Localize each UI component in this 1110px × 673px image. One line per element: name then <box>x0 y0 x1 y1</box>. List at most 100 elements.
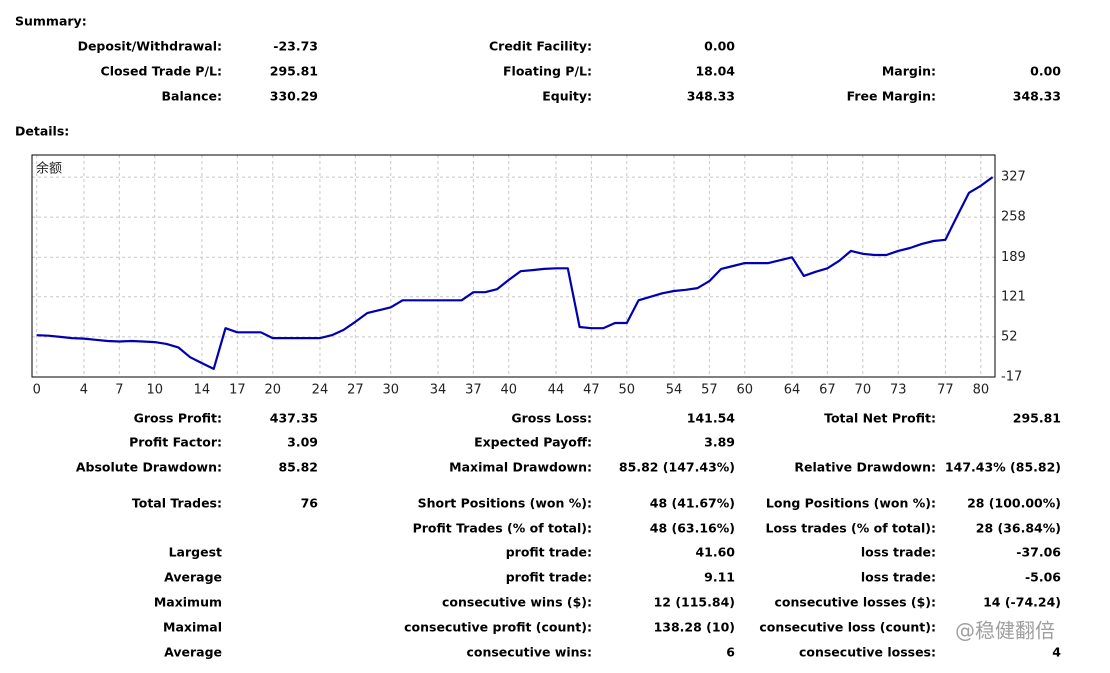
x-tick-label: 27 <box>347 383 364 398</box>
value: 348.33 <box>1013 89 1061 104</box>
label: consecutive profit (count): <box>404 620 592 635</box>
label: Maximal <box>163 620 222 635</box>
value: 9.11 <box>704 570 735 585</box>
details-title: Details: <box>15 124 69 139</box>
summary-title: Summary: <box>15 14 87 29</box>
x-tick-label: 54 <box>666 383 683 398</box>
x-tick-label: 50 <box>619 383 636 398</box>
label: Free Margin: <box>847 89 936 104</box>
label: Closed Trade P/L: <box>101 64 222 79</box>
y-tick-label: 258 <box>1001 210 1026 225</box>
chart-frame <box>31 154 996 378</box>
x-tick-label: 80 <box>973 383 990 398</box>
grid <box>32 155 995 378</box>
y-tick-label: -17 <box>1001 370 1022 385</box>
value: 48 (41.67%) <box>650 496 735 511</box>
x-tick-label: 0 <box>33 383 41 398</box>
value: 14 (-74.24) <box>983 595 1061 610</box>
label: Maximal Drawdown: <box>449 460 592 475</box>
x-tick-label: 20 <box>264 383 281 398</box>
x-tick-label: 30 <box>382 383 399 398</box>
label: consecutive wins ($): <box>442 595 592 610</box>
label: Floating P/L: <box>503 64 592 79</box>
value: 48 (63.16%) <box>650 521 735 536</box>
x-tick-label: 14 <box>194 383 211 398</box>
balance-line <box>36 176 994 370</box>
label: Average <box>164 645 222 660</box>
value: 0.00 <box>1030 64 1061 79</box>
chart-title: 余额 <box>36 161 62 177</box>
label: consecutive losses ($): <box>774 595 936 610</box>
label: Profit Trades (% of total): <box>413 521 592 536</box>
x-tick-label: 64 <box>784 383 801 398</box>
value: -23.73 <box>273 39 318 54</box>
value: 6 <box>726 645 735 660</box>
value: -5.06 <box>1025 570 1061 585</box>
x-tick-label: 44 <box>548 383 565 398</box>
value: 295.81 <box>1013 411 1061 426</box>
x-tick-label: 4 <box>80 383 88 398</box>
label: Largest <box>169 545 222 560</box>
x-tick-label: 10 <box>146 383 163 398</box>
label: consecutive wins: <box>466 645 592 660</box>
value: 147.43% (85.82) <box>945 460 1061 475</box>
x-tick-label: 24 <box>312 383 329 398</box>
label: Loss trades (% of total): <box>765 521 936 536</box>
y-tick-label: 189 <box>1001 250 1026 265</box>
label: Short Positions (won %): <box>418 496 592 511</box>
label: Absolute Drawdown: <box>76 460 222 475</box>
label: Margin: <box>882 64 936 79</box>
value: 330.29 <box>270 89 318 104</box>
label: Total Net Profit: <box>824 411 936 426</box>
value: 0.00 <box>704 39 735 54</box>
label: Total Trades: <box>132 496 222 511</box>
label: Balance: <box>162 89 222 104</box>
x-tick-label: 34 <box>430 383 447 398</box>
value: 28 (100.00%) <box>967 496 1061 511</box>
label: Average <box>164 570 222 585</box>
label: consecutive loss (count): <box>759 620 936 635</box>
x-tick-label: 37 <box>465 383 482 398</box>
x-tick-label: 73 <box>890 383 907 398</box>
value: 138.28 (10) <box>654 620 735 635</box>
value: 12 (115.84) <box>654 595 735 610</box>
value: 85.82 (147.43%) <box>619 460 735 475</box>
label: loss trade: <box>861 570 936 585</box>
label: Profit Factor: <box>129 435 222 450</box>
x-tick-label: 60 <box>737 383 754 398</box>
label: Maximum <box>154 595 222 610</box>
y-tick-label: 327 <box>1001 170 1026 185</box>
label: Credit Facility: <box>489 39 592 54</box>
value: 437.35 <box>270 411 318 426</box>
label: consecutive losses: <box>799 645 936 660</box>
value: 295.81 <box>270 64 318 79</box>
value: 18.04 <box>695 64 735 79</box>
value: 348.33 <box>687 89 735 104</box>
label: loss trade: <box>861 545 936 560</box>
value: -37.06 <box>1016 545 1061 560</box>
value: 85.82 <box>278 460 318 475</box>
value: 76 <box>301 496 319 511</box>
x-tick-label: 17 <box>229 383 246 398</box>
x-tick-label: 67 <box>819 383 836 398</box>
chart-background <box>32 155 995 377</box>
value: 3.89 <box>704 435 735 450</box>
label: profit trade: <box>506 545 592 560</box>
label: Long Positions (won %): <box>766 496 936 511</box>
x-tick-label: 7 <box>115 383 123 398</box>
value: 4 <box>1052 645 1061 660</box>
x-tick-label: 57 <box>701 383 718 398</box>
x-tick-label: 77 <box>937 383 954 398</box>
value: 41.60 <box>695 545 735 560</box>
y-tick-label: 52 <box>1001 329 1018 344</box>
value: 141.54 <box>687 411 736 426</box>
x-tick-label: 47 <box>583 383 600 398</box>
x-tick-label: 40 <box>501 383 518 398</box>
x-tick-label: 70 <box>855 383 872 398</box>
watermark: @稳健翻倍 <box>955 619 1055 643</box>
y-tick-label: 121 <box>1001 289 1026 304</box>
label: Gross Profit: <box>134 411 222 426</box>
label: Gross Loss: <box>511 411 592 426</box>
label: Deposit/Withdrawal: <box>78 39 222 54</box>
